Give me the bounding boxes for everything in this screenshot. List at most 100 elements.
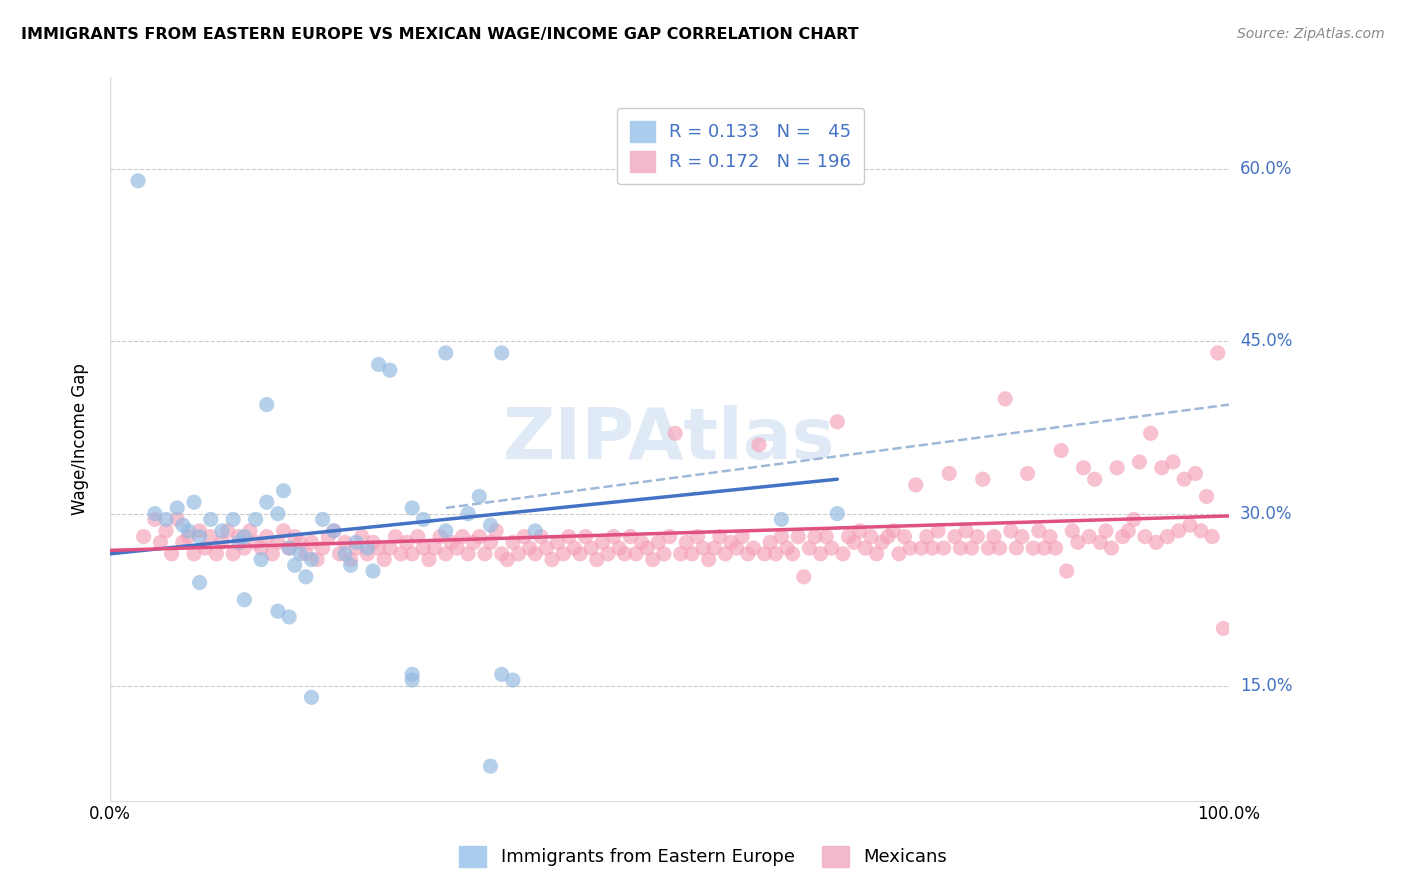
Point (613, 547, 636, 561)
Point (536, 541, 558, 555)
Point (200, 530, 222, 544)
Point (295, 570, 318, 584)
Point (943, 530, 966, 544)
Point (183, 547, 205, 561)
Point (295, 547, 318, 561)
Point (564, 541, 586, 555)
Point (1122, 512, 1144, 526)
Point (350, 530, 373, 544)
Point (311, 541, 333, 555)
Point (848, 524, 870, 538)
Point (865, 547, 887, 561)
Point (1078, 530, 1101, 544)
Point (579, 541, 602, 555)
Point (748, 438, 770, 452)
Point (423, 541, 446, 555)
Point (1161, 455, 1184, 469)
Point (960, 541, 983, 555)
Point (406, 530, 429, 544)
Point (361, 564, 384, 578)
Point (166, 512, 188, 526)
Point (827, 507, 849, 521)
Point (434, 547, 457, 561)
Point (429, 530, 451, 544)
Point (1039, 530, 1062, 544)
Point (233, 530, 256, 544)
Point (491, 547, 513, 561)
Point (401, 673, 423, 687)
Point (558, 530, 581, 544)
Point (1150, 460, 1173, 475)
Point (1017, 467, 1039, 481)
Point (966, 530, 988, 544)
Point (172, 518, 194, 533)
Point (149, 535, 172, 549)
Point (624, 547, 647, 561)
Point (904, 478, 927, 492)
Point (983, 530, 1005, 544)
Text: 30.0%: 30.0% (1240, 505, 1292, 523)
Point (401, 500, 423, 515)
Point (301, 552, 323, 566)
Point (692, 541, 714, 555)
Point (502, 673, 524, 687)
Point (262, 547, 284, 561)
Point (463, 535, 485, 549)
Text: ZIPAtlas: ZIPAtlas (503, 405, 835, 474)
Point (401, 547, 423, 561)
Point (290, 535, 312, 549)
Point (333, 535, 356, 549)
Point (793, 570, 815, 584)
Point (205, 547, 228, 561)
Point (479, 535, 502, 549)
Point (1201, 530, 1223, 544)
Point (267, 604, 290, 618)
Point (720, 535, 742, 549)
Point (1028, 524, 1050, 538)
Point (647, 535, 669, 549)
Point (284, 558, 307, 573)
Point (1033, 541, 1056, 555)
Point (1000, 524, 1022, 538)
Point (344, 535, 367, 549)
Point (815, 530, 838, 544)
Point (703, 541, 725, 555)
Point (1101, 541, 1123, 555)
Point (1206, 346, 1229, 360)
Point (870, 535, 893, 549)
Point (278, 541, 301, 555)
Point (316, 530, 339, 544)
Point (200, 512, 222, 526)
Point (742, 541, 765, 555)
Point (1011, 530, 1033, 544)
Point (1184, 467, 1206, 481)
Point (301, 690, 323, 705)
Point (172, 535, 194, 549)
Point (143, 512, 166, 526)
Point (541, 552, 564, 566)
Point (1133, 530, 1156, 544)
Point (211, 524, 233, 538)
Point (782, 547, 804, 561)
Point (1178, 518, 1201, 533)
Point (256, 530, 278, 544)
Point (389, 547, 412, 561)
Y-axis label: Wage/Income Gap: Wage/Income Gap (72, 363, 89, 515)
Point (832, 547, 855, 561)
Point (502, 535, 524, 549)
Point (188, 524, 211, 538)
Point (619, 530, 641, 544)
Point (250, 541, 273, 555)
Text: 15.0%: 15.0% (1240, 677, 1292, 695)
Point (1073, 460, 1095, 475)
Point (759, 535, 782, 549)
Point (188, 575, 211, 590)
Point (1005, 541, 1028, 555)
Point (217, 524, 239, 538)
Point (322, 524, 344, 538)
Point (183, 495, 205, 509)
Point (675, 535, 697, 549)
Point (1111, 530, 1133, 544)
Point (770, 512, 793, 526)
Point (725, 541, 748, 555)
